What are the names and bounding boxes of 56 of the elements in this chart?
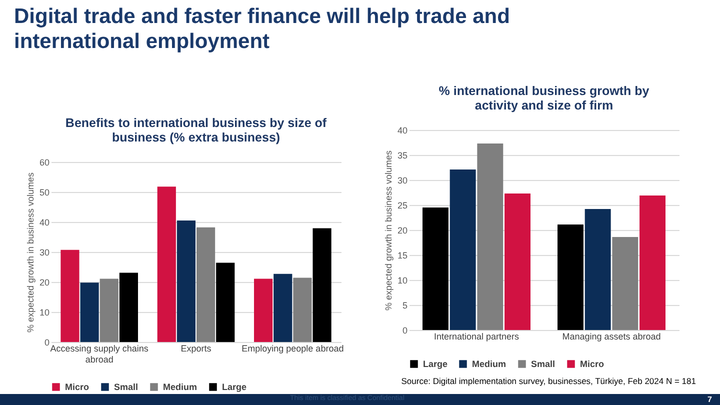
y-axis-title: % expected growth in business volumes xyxy=(25,172,36,333)
bar xyxy=(293,278,312,342)
text: Digital trade and faster finance will help trade and international employment xyxy=(14,4,511,54)
y-tick-label: 0 xyxy=(44,338,50,348)
bar xyxy=(640,196,666,330)
bar xyxy=(450,170,476,330)
y-tick-label: 15 xyxy=(397,250,408,260)
legend-label: Medium xyxy=(163,382,198,392)
y-tick-label: 30 xyxy=(397,176,408,186)
y-tick-label: 50 xyxy=(39,188,50,198)
y-tick-label: 10 xyxy=(39,308,50,318)
y-tick-label: 40 xyxy=(39,218,50,228)
legend-label: Micro xyxy=(65,382,90,392)
legend-label: Medium xyxy=(472,359,506,369)
x-tick-label: Managing assets abroad xyxy=(562,332,661,342)
y-tick-label: 60 xyxy=(39,158,50,168)
bar xyxy=(558,224,584,330)
text: 7 xyxy=(708,395,712,404)
x-tick-label: Exports xyxy=(180,344,212,354)
x-tick-label: International partners xyxy=(434,332,520,342)
bar xyxy=(216,262,235,342)
y-tick-label: 40 xyxy=(397,126,408,136)
legend-label: Micro xyxy=(580,359,605,369)
bar xyxy=(312,228,332,342)
legend-label: Small xyxy=(531,359,556,369)
source-note: Source: Digital implementation survey, businesses, Türkiye, Feb 2024 N = 181 xyxy=(401,376,696,386)
bar xyxy=(176,220,196,342)
y-tick-label: 5 xyxy=(402,300,408,310)
y-tick-label: 30 xyxy=(39,248,50,258)
legend-label: Large xyxy=(222,382,247,392)
bar xyxy=(60,250,80,342)
y-tick-label: 0 xyxy=(402,326,408,336)
bar xyxy=(80,282,99,342)
bar xyxy=(196,227,216,342)
legend-label: Small xyxy=(114,382,138,392)
chart-title: % international business growth by activity and size of firm xyxy=(438,84,650,112)
bar xyxy=(584,209,611,330)
bar xyxy=(254,278,273,342)
bar xyxy=(422,208,448,330)
y-tick-label: 10 xyxy=(397,276,408,286)
bar xyxy=(274,274,292,342)
bar xyxy=(504,194,530,330)
x-tick-label: Employing people abroad xyxy=(242,344,344,354)
bar xyxy=(119,272,138,342)
bar xyxy=(100,278,118,342)
bar xyxy=(157,186,176,342)
x-tick-label: Accessing supply chains abroad xyxy=(50,344,149,364)
y-tick-label: 25 xyxy=(397,200,408,210)
y-tick-label: 20 xyxy=(39,278,50,288)
legend-label: Large xyxy=(423,359,448,369)
chart-title: Benefits to international business by size of business (% extra business) xyxy=(65,116,328,144)
bar xyxy=(612,237,638,330)
bar xyxy=(477,144,504,330)
y-axis-title: % expected growth in business volumes xyxy=(383,150,394,311)
y-tick-label: 20 xyxy=(397,226,408,236)
y-tick-label: 35 xyxy=(397,150,408,160)
